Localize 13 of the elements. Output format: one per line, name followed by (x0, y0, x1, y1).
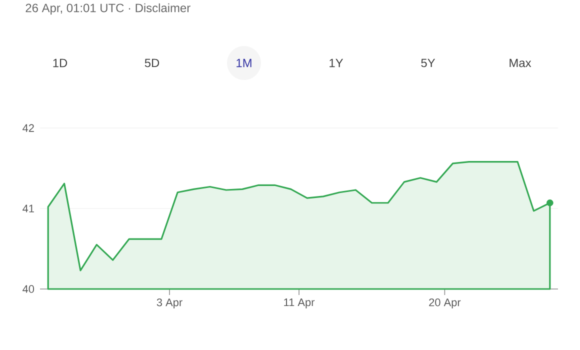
text: 26 Apr, 01:01 UTC · Disclaimer (26, 3, 190, 15)
text: 1D (53, 58, 68, 68)
y-tick-label: 42 (22, 124, 34, 132)
text: 1Y (330, 58, 344, 68)
text: 1M (236, 58, 252, 68)
text: 5Y (421, 58, 436, 68)
text: Max (510, 58, 532, 68)
x-tick-label: 20 Apr (429, 298, 461, 308)
text: 5D (144, 58, 160, 68)
y-tick-label: 41 (22, 204, 34, 212)
x-tick-label: 3 Apr (156, 298, 182, 308)
y-tick-label: 40 (22, 285, 34, 293)
x-tick-label: 11 Apr (284, 298, 315, 308)
